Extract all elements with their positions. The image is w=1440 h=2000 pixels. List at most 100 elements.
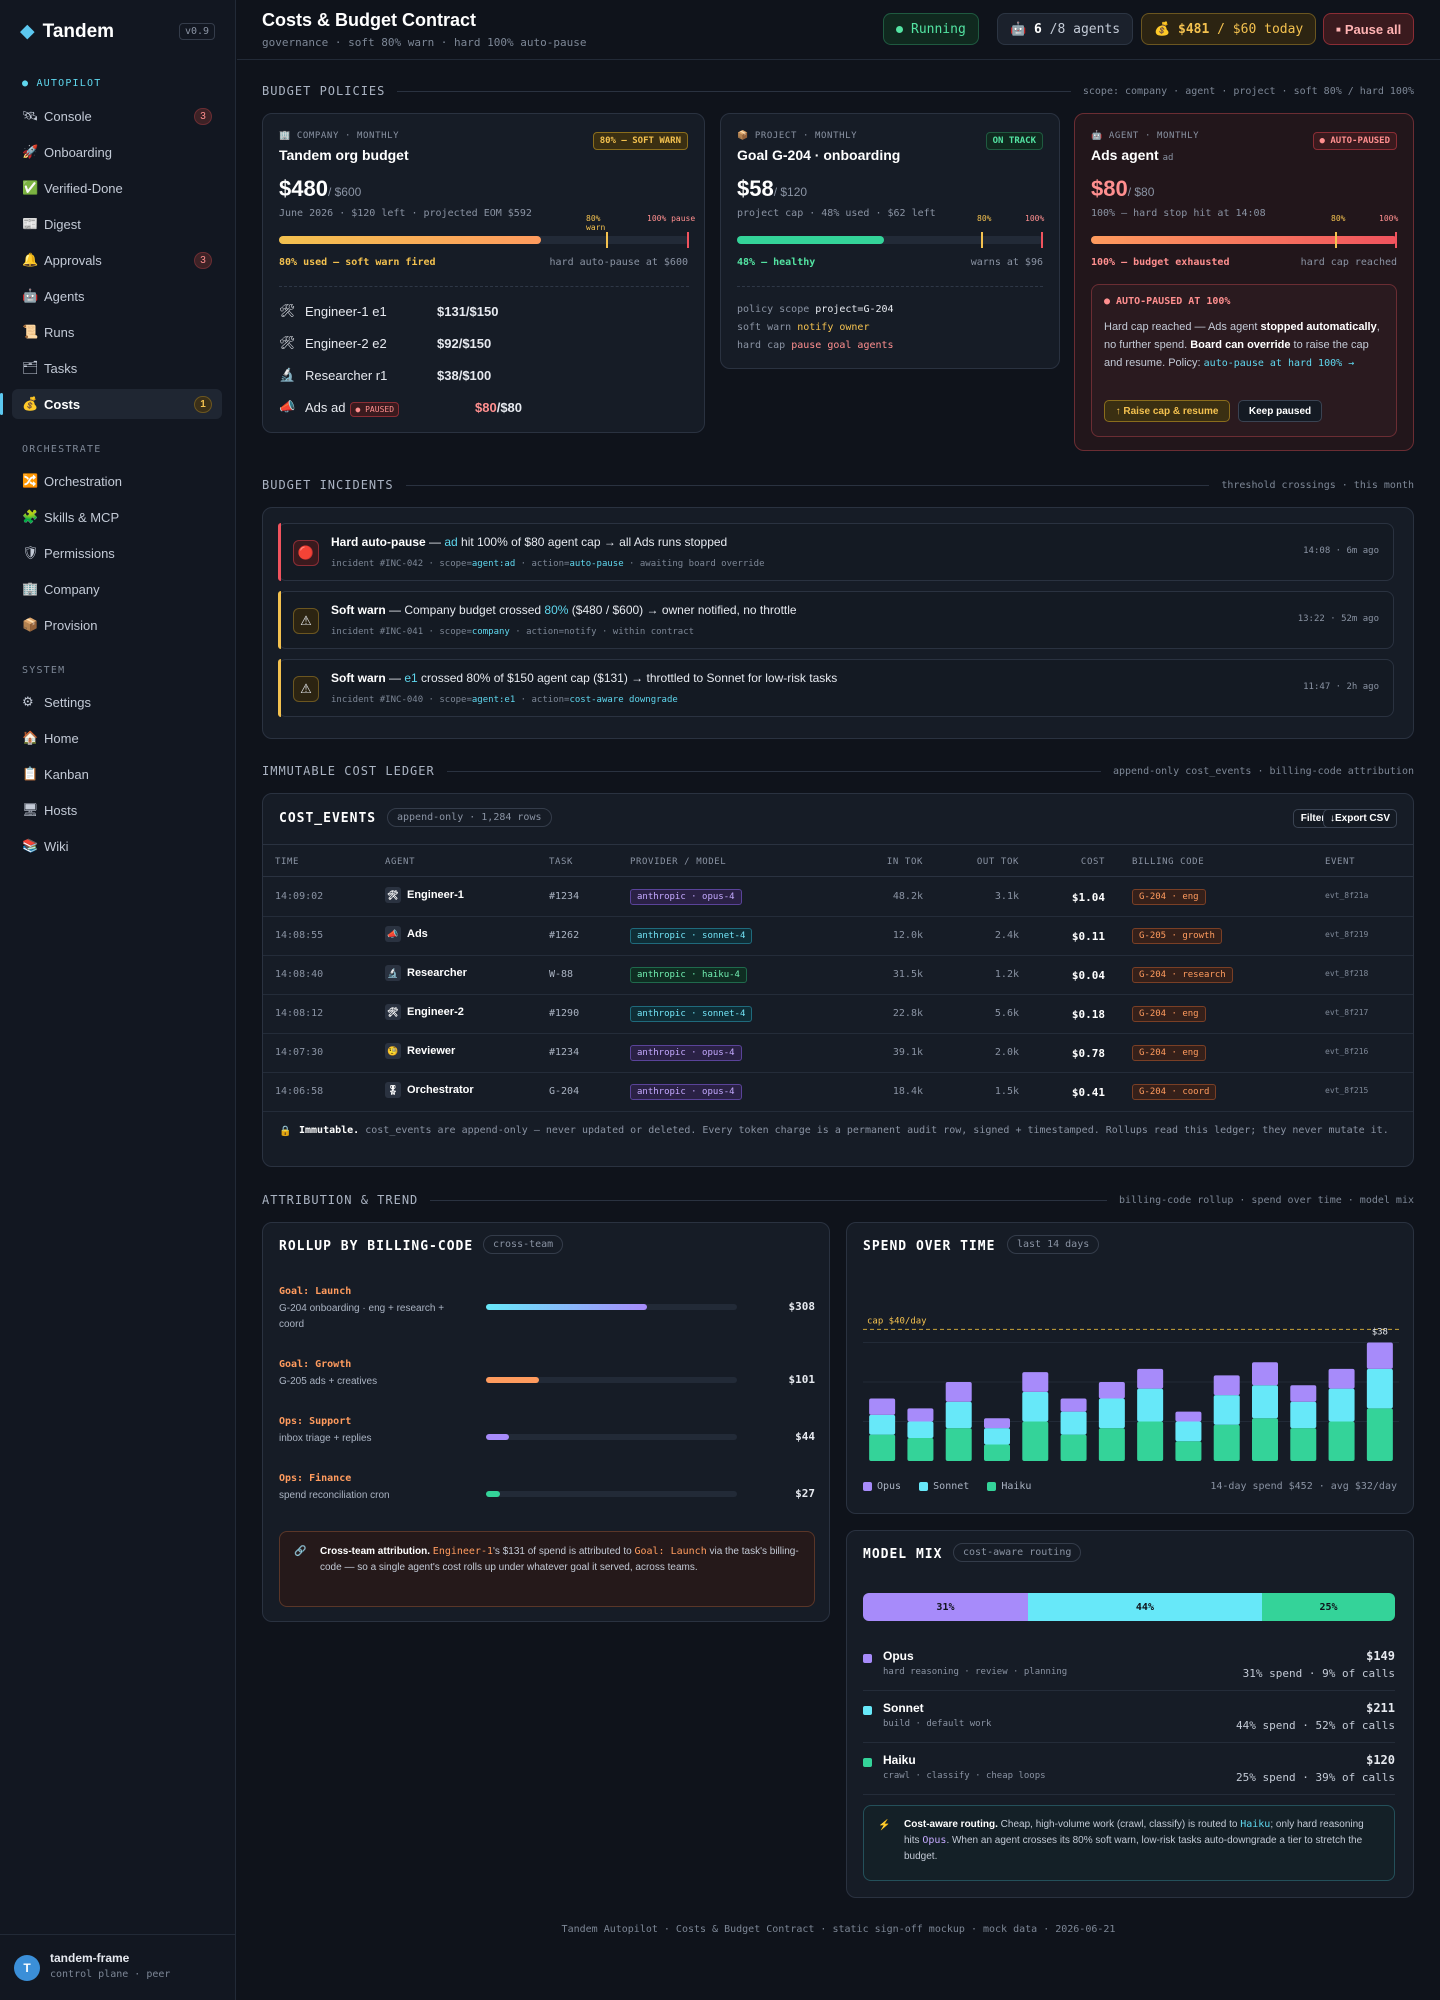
sidebar-item-digest[interactable]: 📰 Digest — [12, 209, 222, 239]
sidebar-item-hosts[interactable]: 🖥 Hosts — [12, 795, 222, 825]
mix-segment[interactable]: 44% — [1027, 1593, 1262, 1621]
bar-sonnet-day-10[interactable] — [1213, 1395, 1240, 1425]
bar-opus-day-2[interactable] — [907, 1408, 934, 1422]
bar-opus-day-5[interactable] — [1022, 1372, 1049, 1392]
cell-task[interactable]: #1290 — [549, 1008, 580, 1019]
sidebar-item-runs[interactable]: 📜 Runs — [12, 317, 222, 347]
sidebar-item-costs[interactable]: 💰 Costs 1 — [0, 389, 222, 419]
daily-spend-badge[interactable]: 💰 $481 / $60 today — [1141, 13, 1317, 45]
bar-opus-day-7[interactable] — [1098, 1382, 1125, 1399]
bar-sonnet-day-9[interactable] — [1175, 1421, 1202, 1442]
sidebar-item-skills-mcp[interactable]: 🧩 Skills & MCP — [12, 502, 222, 532]
bar-opus-day-9[interactable] — [1175, 1411, 1202, 1422]
col-billing-code[interactable]: BILLING CODE — [1132, 857, 1205, 867]
sidebar-item-orchestration[interactable]: 🔀 Orchestration — [12, 466, 222, 496]
bar-sonnet-day-7[interactable] — [1098, 1398, 1125, 1429]
cell-task[interactable]: #1234 — [549, 1047, 580, 1058]
mix-segment[interactable]: 25% — [1261, 1593, 1395, 1621]
bar-sonnet-day-11[interactable] — [1252, 1385, 1278, 1419]
brand[interactable]: ◆ Tandem — [20, 20, 114, 43]
agent-budget-row[interactable]: 🛠 Engineer-2 e2 $92/$150 — [279, 332, 699, 354]
bar-opus-day-10[interactable] — [1213, 1375, 1240, 1396]
bar-opus-day-3[interactable] — [945, 1382, 972, 1402]
agent-budget-row[interactable]: 🛠 Engineer-1 e1 $131/$150 — [279, 300, 699, 322]
agent-budget-row[interactable]: 📣 Ads ad ● PAUSED $80/$80 — [279, 396, 699, 418]
bar-sonnet-day-4[interactable] — [984, 1428, 1010, 1445]
bar-opus-day-13[interactable] — [1328, 1368, 1355, 1389]
bar-sonnet-day-5[interactable] — [1022, 1391, 1049, 1422]
bar-haiku-day-6[interactable] — [1060, 1434, 1087, 1461]
cell-task[interactable]: #1262 — [549, 930, 580, 941]
raise-cap-button[interactable]: ↑ Raise cap & resume — [1104, 400, 1230, 422]
rollup-row[interactable]: Goal: Growth G-205 ads + creatives $101 — [279, 1359, 815, 1409]
bar-haiku-day-3[interactable] — [945, 1428, 972, 1461]
bar-sonnet-day-1[interactable] — [869, 1414, 896, 1435]
bar-haiku-day-2[interactable] — [907, 1437, 934, 1461]
col-agent[interactable]: AGENT — [385, 857, 416, 867]
bar-haiku-day-14[interactable] — [1366, 1408, 1393, 1461]
bar-opus-day-8[interactable] — [1137, 1368, 1164, 1389]
bar-sonnet-day-12[interactable] — [1290, 1401, 1317, 1429]
bar-sonnet-day-3[interactable] — [945, 1401, 972, 1429]
sidebar-item-agents[interactable]: 🤖 Agents — [12, 281, 222, 311]
agent-budget-row[interactable]: 🔬 Researcher r1 $38/$100 — [279, 364, 699, 386]
col-out-tok[interactable]: OUT TOK — [976, 857, 1019, 867]
table-row[interactable]: 14:08:12 🛠 Engineer-2 #1290 anthropic · sonn… — [263, 995, 1413, 1034]
bar-haiku-day-12[interactable] — [1290, 1428, 1317, 1461]
rollup-row[interactable]: Ops: Support inbox triage + replies $44 — [279, 1416, 815, 1466]
sidebar-item-onboarding[interactable]: 🚀 Onboarding — [12, 137, 222, 167]
bar-opus-day-4[interactable] — [984, 1418, 1010, 1429]
col-model[interactable]: PROVIDER / MODEL — [630, 857, 727, 867]
bar-opus-day-14[interactable] — [1366, 1342, 1393, 1369]
col-task[interactable]: TASK — [549, 857, 574, 867]
col-in-tok[interactable]: IN TOK — [886, 857, 923, 867]
table-row[interactable]: 14:08:55 📣 Ads #1262 anthropic · sonnet-4 12.… — [263, 917, 1413, 956]
sidebar-item-approvals[interactable]: 🔔 Approvals 3 — [12, 245, 222, 275]
sidebar-item-permissions[interactable]: 🛡 Permissions — [12, 538, 222, 568]
sidebar-item-console[interactable]: 🛰 Console 3 — [12, 101, 222, 131]
bar-haiku-day-11[interactable] — [1252, 1418, 1278, 1461]
incident-row[interactable]: 🔴 Hard auto-pause — ad hit 100% of $80 ag… — [278, 523, 1394, 581]
pause-all-button[interactable]: ■ Pause all — [1323, 13, 1415, 45]
cell-task[interactable]: #1234 — [549, 891, 580, 902]
sidebar-item-provision[interactable]: 📦 Provision — [12, 610, 222, 640]
model-row-sonnet[interactable]: Sonnet build · default work $211 44% spend … — [863, 1697, 1395, 1743]
bar-sonnet-day-14[interactable] — [1366, 1368, 1393, 1409]
sidebar-item-settings[interactable]: ⚙ Settings — [12, 687, 222, 717]
table-row[interactable]: 14:08:40 🔬 Researcher W-88 anthropic · haiku… — [263, 956, 1413, 995]
agents-count-badge[interactable]: 🤖 6 /8 agents — [997, 13, 1134, 45]
bar-haiku-day-7[interactable] — [1098, 1428, 1125, 1461]
col-cost[interactable]: COST — [1080, 857, 1105, 867]
sidebar-item-wiki[interactable]: 📚 Wiki — [12, 831, 222, 861]
bar-haiku-day-13[interactable] — [1328, 1421, 1355, 1462]
sidebar-item-verified-done[interactable]: ✅ Verified-Done — [12, 173, 222, 203]
sidebar-item-kanban[interactable]: 📋 Kanban — [12, 759, 222, 789]
bar-opus-day-11[interactable] — [1252, 1362, 1278, 1386]
bar-sonnet-day-2[interactable] — [907, 1421, 934, 1438]
cell-task[interactable]: G-204 — [549, 1086, 580, 1097]
bar-haiku-day-9[interactable] — [1175, 1441, 1202, 1461]
user-card[interactable]: T tandem-frame control plane · peer — [0, 1934, 236, 2000]
rollup-row[interactable]: Goal: Launch G-204 onboarding · eng + res… — [279, 1286, 815, 1336]
bar-opus-day-1[interactable] — [869, 1398, 896, 1415]
table-row[interactable]: 14:09:02 🛠 Engineer-1 #1234 anthropic · opus… — [263, 878, 1413, 917]
bar-haiku-day-8[interactable] — [1137, 1421, 1164, 1462]
mix-segment[interactable]: 31% — [863, 1593, 1028, 1621]
bar-haiku-day-4[interactable] — [984, 1444, 1010, 1461]
bar-opus-day-6[interactable] — [1060, 1398, 1087, 1412]
col-event[interactable]: EVENT — [1325, 857, 1356, 867]
bar-sonnet-day-13[interactable] — [1328, 1388, 1355, 1422]
bar-haiku-day-10[interactable] — [1213, 1424, 1240, 1461]
status-running-badge[interactable]: Running — [883, 13, 979, 45]
col-time[interactable]: TIME — [275, 857, 300, 867]
bar-sonnet-day-6[interactable] — [1060, 1411, 1087, 1435]
incident-row[interactable]: ⚠ Soft warn — Company budget crossed 80% … — [278, 591, 1394, 649]
cell-task[interactable]: W-88 — [549, 969, 574, 980]
bar-opus-day-12[interactable] — [1290, 1385, 1317, 1402]
bar-sonnet-day-8[interactable] — [1137, 1388, 1164, 1422]
table-row[interactable]: 14:07:30 🧐 Reviewer #1234 anthropic · opus-4… — [263, 1034, 1413, 1073]
sidebar-item-tasks[interactable]: 🗂 Tasks — [12, 353, 222, 383]
model-row-opus[interactable]: Opus hard reasoning · review · planning $1… — [863, 1645, 1395, 1691]
sidebar-item-home[interactable]: 🏠 Home — [12, 723, 222, 753]
export-csv-button[interactable]: ↓Export CSV — [1323, 809, 1397, 828]
